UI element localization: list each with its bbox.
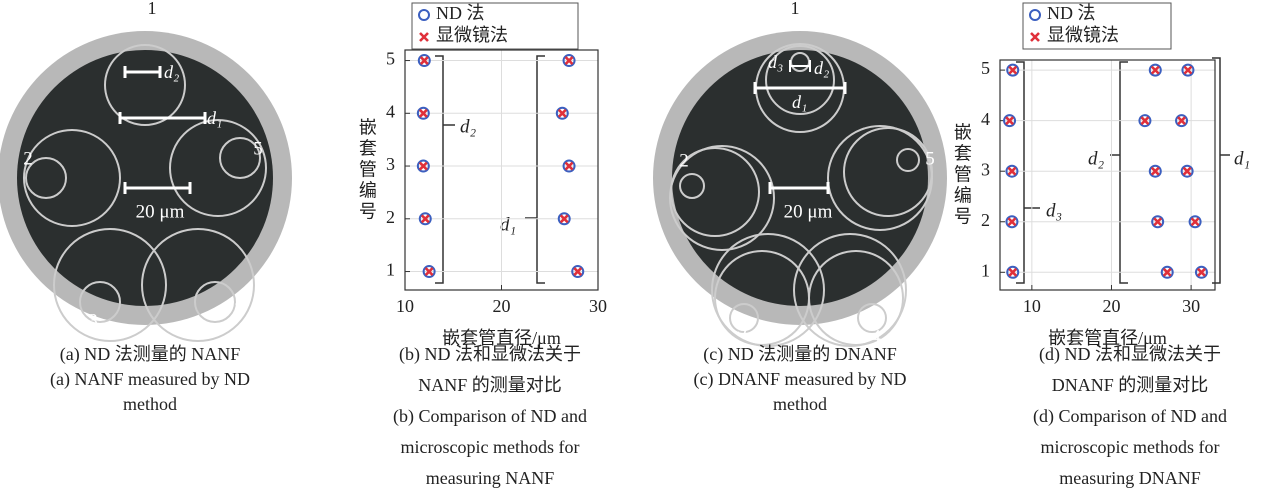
tube-label: 4 bbox=[235, 291, 245, 312]
tube-label: 3 bbox=[88, 310, 98, 331]
y-tick-label: 3 bbox=[981, 159, 990, 179]
tube-label: 3 bbox=[737, 318, 747, 339]
figure: 1 2 3 4 5 20 μm d₁ d₂ 1 2 3 4 5 20 μm d₁… bbox=[0, 0, 1263, 495]
x-tick-label: 30 bbox=[1182, 296, 1200, 316]
x-tick-label: 10 bbox=[1023, 296, 1041, 316]
legend-label: ND 法 bbox=[436, 3, 485, 23]
caption: microscopic methods for bbox=[401, 437, 580, 457]
dimension-label: d₁ bbox=[207, 108, 222, 128]
bracket bbox=[525, 56, 545, 283]
y-tick-label: 2 bbox=[386, 207, 395, 227]
caption: microscopic methods for bbox=[1041, 437, 1220, 457]
caption: measuring NANF bbox=[426, 468, 555, 488]
legend-label: 显微镜法 bbox=[436, 25, 508, 45]
annotation: d₁ bbox=[1234, 148, 1250, 169]
caption: DNANF 的测量对比 bbox=[1052, 375, 1209, 395]
tube-label: 5 bbox=[925, 148, 935, 169]
scale-bar-label: 20 μm bbox=[784, 201, 833, 222]
dimension-label: d₁ bbox=[792, 92, 807, 112]
y-tick-label: 5 bbox=[981, 58, 990, 78]
fiber-image-c bbox=[653, 31, 947, 346]
bracket bbox=[1110, 62, 1128, 283]
caption: (d) Comparison of ND and bbox=[1033, 406, 1227, 427]
caption: (a) NANF measured by ND bbox=[50, 369, 250, 390]
x-axis-label: 嵌套管直径/μm bbox=[1048, 328, 1167, 348]
tube-label: 2 bbox=[679, 150, 689, 171]
annotation: d₂ bbox=[1088, 148, 1105, 169]
x-tick-label: 10 bbox=[396, 296, 414, 316]
caption: method bbox=[773, 394, 827, 414]
dimension-label: d₂ bbox=[814, 58, 829, 78]
bracket bbox=[1016, 62, 1040, 283]
fiber-image-a bbox=[0, 31, 292, 341]
x-tick-label: 20 bbox=[1102, 296, 1120, 316]
tube-label: 1 bbox=[148, 0, 157, 18]
dimension-label: d₂ bbox=[164, 62, 179, 82]
x-tick-label: 30 bbox=[589, 296, 607, 316]
legend-label: 显微镜法 bbox=[1047, 25, 1119, 45]
y-tick-label: 3 bbox=[386, 154, 395, 174]
caption: NANF 的测量对比 bbox=[418, 375, 562, 395]
caption: (a) ND 法测量的 NANF bbox=[60, 344, 240, 365]
bracket bbox=[435, 56, 455, 283]
x-tick-label: 20 bbox=[493, 296, 511, 316]
y-tick-label: 2 bbox=[981, 210, 990, 230]
annotation: d₁ bbox=[500, 214, 516, 235]
y-tick-label: 4 bbox=[386, 101, 395, 121]
tube-label: 5 bbox=[253, 138, 263, 159]
caption: measuring DNANF bbox=[1059, 468, 1201, 488]
scale-bar-label: 20 μm bbox=[136, 201, 185, 222]
tube-label: 2 bbox=[23, 148, 33, 169]
annotation: d₂ bbox=[460, 116, 477, 137]
y-axis-label: 嵌套管编号 bbox=[357, 117, 377, 222]
legend-label: ND 法 bbox=[1047, 3, 1096, 23]
caption: (b) Comparison of ND and bbox=[393, 406, 587, 427]
y-axis-label: 嵌套管编号 bbox=[952, 122, 972, 227]
annotation: d₃ bbox=[1046, 200, 1062, 221]
caption: method bbox=[123, 394, 177, 414]
y-tick-label: 5 bbox=[386, 49, 395, 69]
y-tick-label: 1 bbox=[981, 260, 990, 280]
caption: (c) ND 法测量的 DNANF bbox=[703, 344, 896, 365]
dimension-label: d₃ bbox=[768, 52, 783, 72]
caption: (c) DNANF measured by ND bbox=[694, 369, 907, 390]
y-tick-label: 1 bbox=[386, 260, 395, 280]
y-tick-label: 4 bbox=[981, 109, 990, 129]
tube-label: 1 bbox=[791, 0, 800, 18]
x-axis-label: 嵌套管直径/μm bbox=[442, 328, 561, 348]
